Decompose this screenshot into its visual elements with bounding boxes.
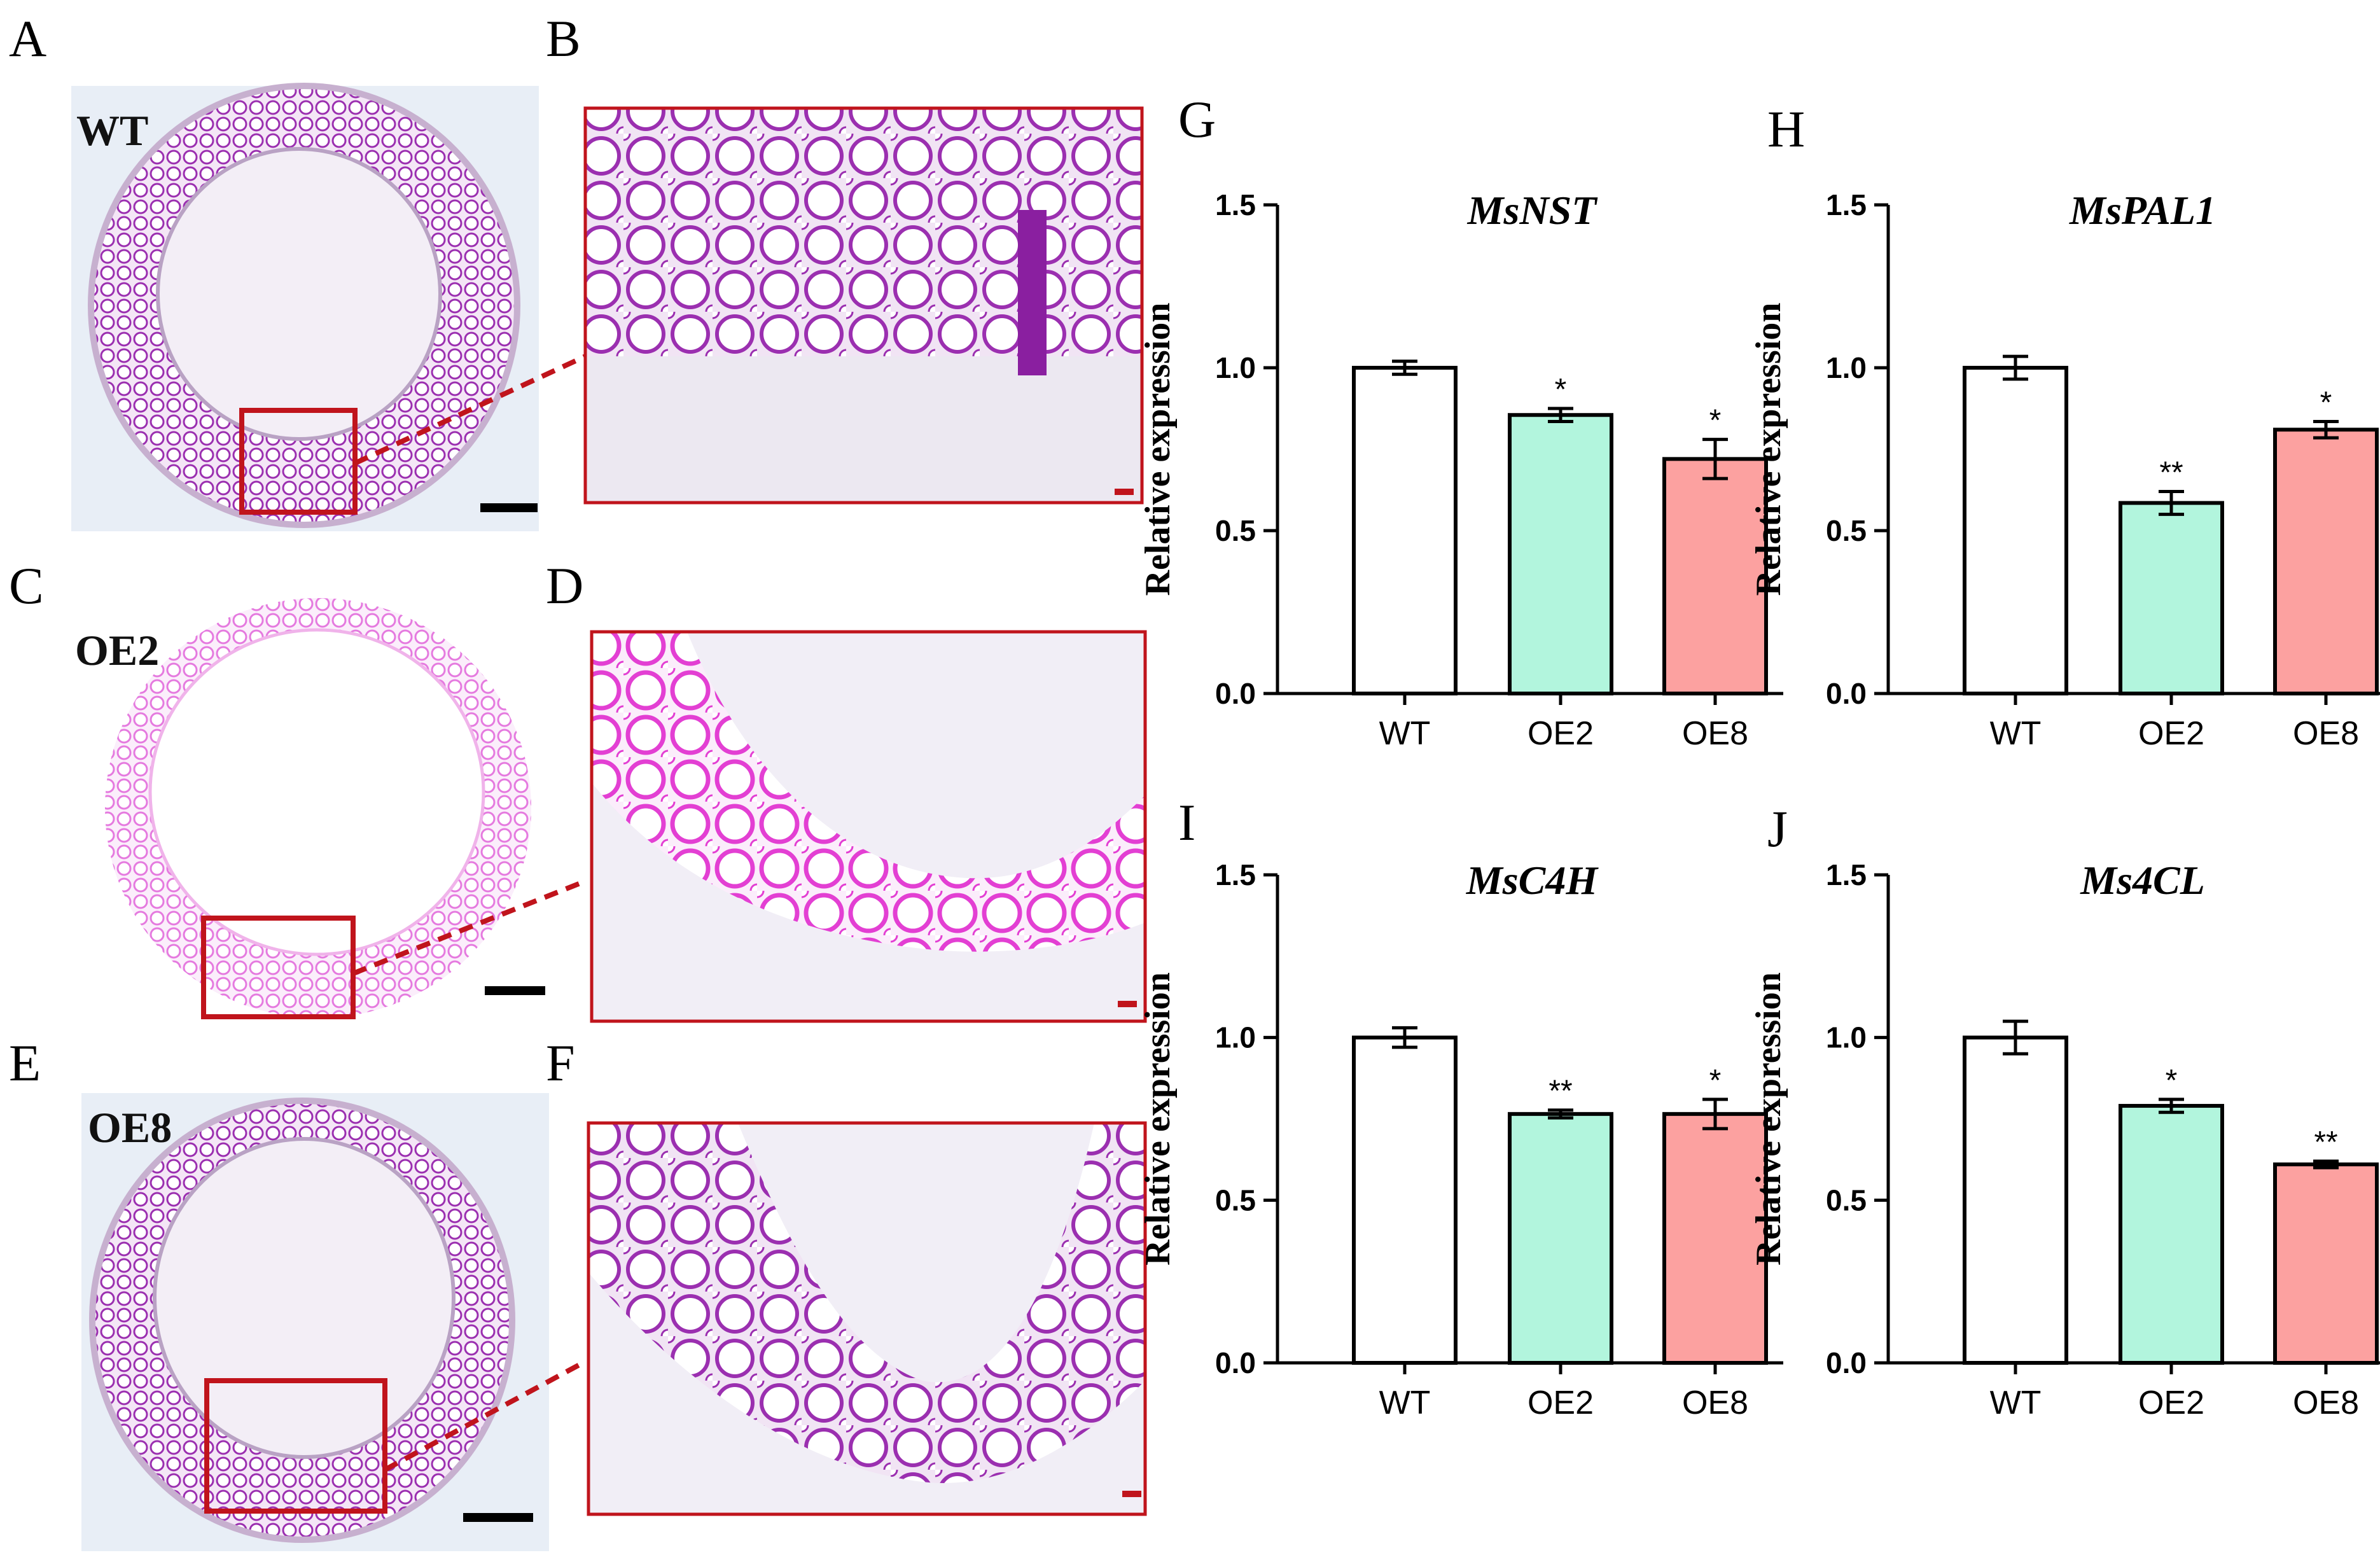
micrograph-oe2-zoom xyxy=(590,630,1147,1023)
x-tick-label: OE2 xyxy=(1528,1384,1594,1421)
significance-marker: ** xyxy=(2159,456,2183,490)
zoom-connector-oe2 xyxy=(352,879,587,976)
zoom-box-oe8 xyxy=(204,1378,387,1514)
bar-oe2 xyxy=(2119,501,2224,695)
panel-letter-f: F xyxy=(546,1034,575,1092)
micrograph-wt-zoom xyxy=(583,106,1144,505)
y-axis-label-h: Relative expression xyxy=(1749,303,1788,596)
bar-oe2 xyxy=(1508,1112,1613,1365)
chart-title-h: MsPAL1 xyxy=(2069,188,2216,233)
panel-letter-j: J xyxy=(1767,800,1788,858)
significance-marker: ** xyxy=(1548,1075,1572,1108)
significance-marker: * xyxy=(1709,1064,1722,1098)
genotype-label-oe2: OE2 xyxy=(75,626,159,674)
chart-title-i: MsC4H xyxy=(1466,858,1599,903)
bar-wt xyxy=(1352,1035,1458,1365)
panel-letter-d: D xyxy=(546,557,583,615)
y-tick-label: 1.5 xyxy=(1826,188,1867,221)
x-tick-label: WT xyxy=(1379,715,1431,752)
y-tick-label: 0.0 xyxy=(1826,677,1867,710)
bar-wt xyxy=(1963,1035,2068,1365)
y-tick-label: 1.5 xyxy=(1826,858,1867,891)
significance-marker: * xyxy=(2166,1064,2178,1098)
y-tick-label: 1.5 xyxy=(1215,858,1256,891)
y-axis-label-j: Relative expression xyxy=(1749,972,1788,1266)
bar-oe8 xyxy=(1662,1112,1768,1365)
charts: G MsNST Relative expression 0.0 0.5 1.0 1.5 WT *… xyxy=(1138,90,2380,1421)
bar-oe2 xyxy=(2119,1104,2224,1365)
x-tick-label: OE8 xyxy=(1682,715,1748,752)
y-tick-label: 1.0 xyxy=(1215,1021,1256,1054)
y-axis-label-i: Relative expression xyxy=(1138,972,1178,1266)
panel-letter-c: C xyxy=(9,557,44,615)
chart-title-j: Ms4CL xyxy=(2080,858,2205,903)
y-tick-label: 0.5 xyxy=(1826,1183,1867,1217)
significance-marker: * xyxy=(2320,386,2332,419)
x-tick-label: OE8 xyxy=(2293,1384,2359,1421)
micrograph-oe8-overview: OE8 xyxy=(81,1093,549,1551)
panel-letter-h: H xyxy=(1767,100,1805,158)
panel-letter-a: A xyxy=(9,10,46,67)
y-tick-label: 0.0 xyxy=(1215,1346,1256,1379)
y-tick-label: 1.0 xyxy=(1826,351,1867,384)
y-axis-label-g: Relative expression xyxy=(1138,303,1178,596)
panel-letter-b: B xyxy=(546,10,581,67)
bar-oe8 xyxy=(2273,428,2379,696)
chart-title-g: MsNST xyxy=(1467,188,1599,233)
y-tick-label: 0.5 xyxy=(1826,514,1867,547)
y-tick-label: 0.5 xyxy=(1215,514,1256,547)
zoom-box-oe2 xyxy=(201,916,356,1019)
zoom-connector-wt xyxy=(354,354,587,466)
genotype-label-oe8: OE8 xyxy=(88,1103,172,1152)
genotype-label-wt: WT xyxy=(76,106,148,155)
micrograph-oe8-zoom xyxy=(587,1121,1147,1516)
y-tick-label: 1.0 xyxy=(1826,1021,1867,1054)
significance-marker: * xyxy=(1709,404,1722,438)
x-tick-label: OE2 xyxy=(2138,715,2204,752)
y-tick-label: 0.5 xyxy=(1215,1183,1256,1217)
chart-g: G MsNST Relative expression 0.0 0.5 1.0 1.5 WT *… xyxy=(1138,90,1783,752)
bar-oe8 xyxy=(2273,1162,2379,1365)
y-tick-label: 0.0 xyxy=(1215,677,1256,710)
significance-marker: ** xyxy=(2314,1126,2337,1159)
x-tick-label: OE2 xyxy=(1528,715,1594,752)
x-tick-label: OE8 xyxy=(2293,715,2359,752)
x-tick-label: OE8 xyxy=(1682,1384,1748,1421)
y-tick-label: 0.0 xyxy=(1826,1346,1867,1379)
micrograph-oe2-overview: OE2 xyxy=(75,598,545,1019)
chart-i: I MsC4H Relative expression 0.0 0.5 1.0 1.5 WT *… xyxy=(1138,793,1783,1421)
micrograph-wt-overview: WT xyxy=(71,83,539,531)
x-tick-label: WT xyxy=(1379,1384,1431,1421)
y-tick-label: 1.0 xyxy=(1215,351,1256,384)
panel-letter-i: I xyxy=(1178,793,1195,851)
significance-marker: * xyxy=(1555,373,1567,407)
chart-j: J Ms4CL Relative expression 0.0 0.5 1.0 1.5 WT *… xyxy=(1749,800,2380,1421)
bar-wt xyxy=(1352,366,1458,695)
x-tick-label: OE2 xyxy=(2138,1384,2204,1421)
panel-letter-e: E xyxy=(9,1034,41,1092)
panel-letter-g: G xyxy=(1178,90,1216,148)
zoom-connector-oe8 xyxy=(384,1359,587,1472)
bar-wt xyxy=(1963,366,2068,695)
chart-h: H MsPAL1 Relative expression 0.0 0.5 1.0 1.5 WT… xyxy=(1749,100,2380,752)
x-tick-label: WT xyxy=(1990,715,2042,752)
y-tick-label: 1.5 xyxy=(1215,188,1256,221)
bar-oe2 xyxy=(1508,413,1613,695)
x-tick-label: WT xyxy=(1990,1384,2042,1421)
